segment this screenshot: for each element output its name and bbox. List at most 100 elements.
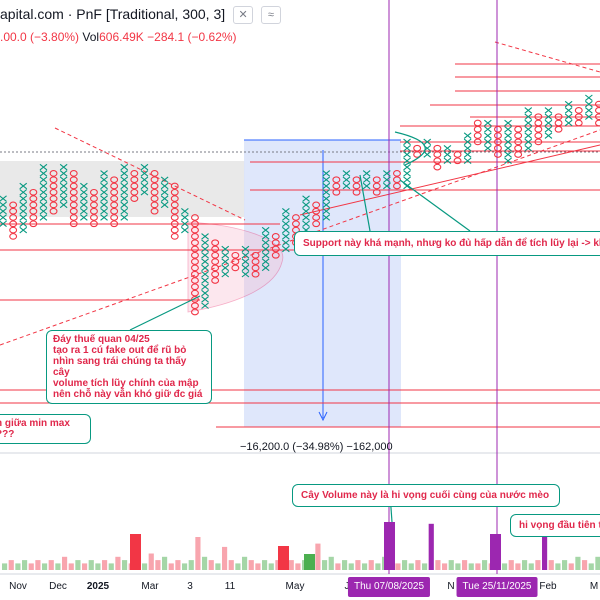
pnf-x-box [524, 126, 533, 133]
volume-bar [162, 556, 168, 570]
volume-bar-highlight-aug [384, 522, 395, 570]
pnf-o-box [29, 201, 38, 209]
volume-bar [595, 556, 600, 570]
pnf-x-box [585, 107, 593, 114]
volume-bar [428, 523, 434, 570]
pnf-x-box [524, 107, 533, 114]
pnf-x-box [19, 189, 28, 196]
note-support[interactable]: Support này khá mạnh, nhưg ko đủ hấp dẫn… [294, 231, 600, 256]
pnf-o-box [29, 214, 38, 221]
time-label: Feb [539, 581, 557, 592]
trend-line-dashed [494, 41, 600, 73]
pnf-x-box [201, 245, 209, 253]
volume-bar [222, 546, 228, 570]
pnf-o-box [89, 195, 98, 202]
chart-title[interactable]: apital.com · PnF [Traditional, 300, 3] [0, 6, 226, 22]
volume-bar [442, 563, 448, 570]
pnf-o-box [191, 296, 199, 303]
volume-bar [315, 543, 321, 570]
pnf-x-box [524, 113, 533, 120]
wave-icon[interactable]: ≈ [260, 6, 281, 25]
pnf-o-box [130, 182, 139, 190]
pnf-x-box [201, 239, 209, 246]
pnf-o-box [170, 182, 179, 190]
volume-bar [228, 560, 234, 570]
pnf-x-box [39, 176, 48, 183]
time-highlight-aug[interactable]: Thu 07/08/2025 [347, 577, 431, 597]
pnf-o-box [29, 220, 38, 228]
pnf-x-box [342, 170, 351, 177]
pnf-x-box [504, 126, 512, 133]
pnf-o-box [211, 258, 220, 265]
pnf-x-box [241, 258, 250, 265]
pnf-x-box [261, 226, 270, 234]
volume-bar [395, 563, 401, 570]
pnf-o-box [9, 226, 18, 234]
pnf-o-box [534, 138, 543, 146]
pnf-x-box [201, 277, 209, 284]
pnf-x-box [160, 195, 169, 202]
pnf-x-box [302, 207, 310, 215]
volume-bar [148, 553, 154, 570]
pnf-x-box [383, 182, 391, 190]
pnf-x-box [585, 113, 593, 120]
volume-bar [555, 563, 561, 570]
pnf-x-box [59, 163, 68, 171]
note-minmax[interactable]: h giữa min max ??? [0, 414, 91, 444]
volume-bar [322, 560, 328, 570]
pnf-o-box [251, 258, 260, 265]
pnf-x-box [322, 195, 331, 202]
pnf-o-box [211, 251, 220, 259]
volume-bar [275, 560, 281, 570]
pnf-x-box [19, 220, 28, 228]
pnf-x-box [443, 144, 452, 152]
pnf-o-box [352, 188, 361, 196]
pnf-x-box [322, 182, 331, 190]
pnf-o-box [433, 163, 442, 171]
pnf-o-box [89, 207, 98, 215]
pnf-o-box [595, 113, 600, 121]
pnf-x-box [443, 151, 452, 158]
pnf-o-box [110, 182, 119, 190]
pnf-x-box [443, 157, 452, 165]
close-icon[interactable]: ✕ [233, 6, 254, 25]
note-tariff-bottom[interactable]: Đáy thuế quan 04/25 tạo ra 1 cú fake out… [46, 330, 212, 404]
note-volume-hope[interactable]: Cây Volume này là hi vọng cuối cùng của … [292, 484, 560, 507]
time-highlight-nov[interactable]: Tue 25/11/2025 [456, 577, 538, 597]
pnf-x-box [201, 252, 209, 259]
pnf-o-box [453, 151, 462, 158]
volume-bar-spike [130, 534, 141, 570]
pnf-o-box [251, 270, 260, 278]
volume-bar [348, 563, 354, 570]
trend-line-dashed [54, 127, 246, 221]
pnf-x-box [362, 176, 371, 183]
volume-bar [268, 563, 274, 570]
pnf-x-box [282, 214, 290, 221]
pnf-x-box [484, 144, 492, 152]
pnf-x-box [120, 201, 129, 209]
pnf-o-box [494, 138, 502, 146]
pnf-x-box [0, 207, 7, 215]
pnf-o-box [130, 188, 139, 196]
pnf-o-box [9, 233, 18, 240]
pnf-x-box [140, 170, 149, 177]
pnf-x-box [160, 201, 169, 209]
volume-bar [235, 563, 241, 570]
pnf-x-box [342, 182, 351, 190]
pnf-o-box [312, 201, 321, 209]
note-first-hope[interactable]: hi vọng đầu tiên th [510, 514, 600, 537]
volume-bar [542, 530, 548, 570]
volume-bar [102, 560, 108, 570]
pnf-o-box [211, 245, 220, 253]
pnf-x-box [403, 170, 411, 177]
pnf-x-box [282, 207, 290, 215]
pnf-x-box [282, 220, 290, 228]
pnf-o-box [110, 195, 119, 202]
pnf-o-box [9, 214, 18, 221]
pnf-o-box [29, 207, 38, 215]
volume-bar [502, 563, 508, 570]
pnf-o-box [433, 151, 442, 158]
pnf-x-box [181, 214, 189, 221]
pnf-x-box [0, 195, 7, 202]
